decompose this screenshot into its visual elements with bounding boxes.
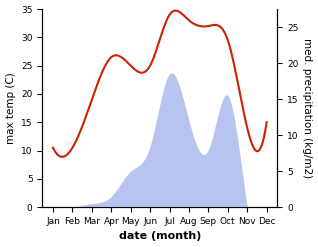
Y-axis label: med. precipitation (kg/m2): med. precipitation (kg/m2)	[302, 38, 313, 178]
Y-axis label: max temp (C): max temp (C)	[5, 72, 16, 144]
X-axis label: date (month): date (month)	[119, 231, 201, 242]
